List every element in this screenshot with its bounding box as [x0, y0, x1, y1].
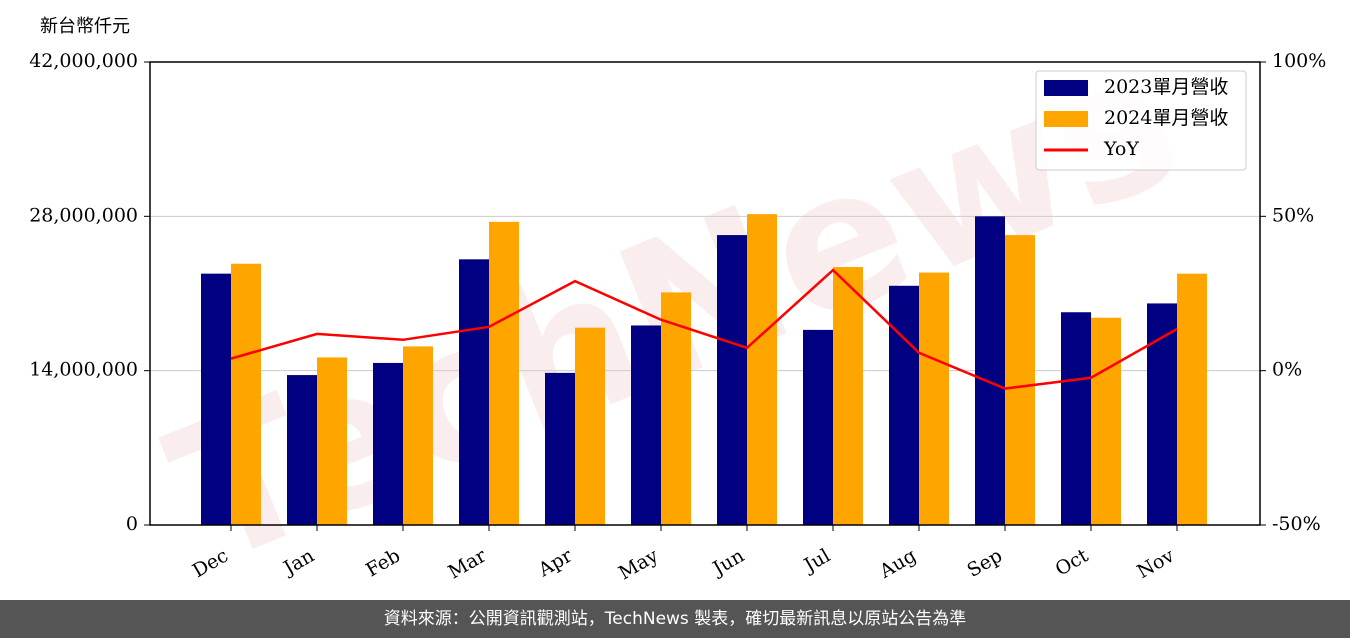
- x-tick-label: May: [615, 544, 662, 584]
- bar: [201, 273, 231, 525]
- legend-label: YoY: [1103, 138, 1139, 160]
- bar: [975, 216, 1005, 526]
- legend-box: [1035, 70, 1247, 171]
- line: [230, 268, 1178, 390]
- footer: 資料來源：公開資訊觀測站，TechNews 製表，確切最新訊息以原站公告為準: [0, 600, 1350, 638]
- bar: [545, 372, 575, 525]
- bar: [803, 329, 833, 525]
- bar: [717, 235, 747, 526]
- legend-label: 2024單月營收: [1104, 107, 1228, 129]
- y2-tick-label: 50%: [1272, 204, 1314, 226]
- legend-swatch: [1044, 80, 1088, 96]
- legend-swatch: [1044, 111, 1088, 127]
- bar: [1091, 317, 1121, 525]
- bar: [919, 272, 949, 525]
- bar: [403, 346, 433, 525]
- bar: [889, 285, 919, 525]
- x-tick-label: Apr: [534, 544, 577, 581]
- bar: [747, 214, 777, 525]
- y-tick-label: 42,000,000: [29, 50, 138, 72]
- bar: [317, 357, 347, 525]
- x-tick-label: Nov: [1133, 544, 1178, 583]
- x-tick-label: Aug: [875, 545, 920, 584]
- x-tick-label: Sep: [963, 545, 1006, 582]
- bar: [631, 325, 661, 525]
- y-unit-label: 新台幣仟元: [40, 16, 130, 37]
- bar: [1177, 273, 1207, 525]
- bar: [459, 259, 489, 525]
- bar: [661, 292, 691, 525]
- y2-tick-label: -50%: [1272, 513, 1321, 535]
- legend-label: 2023單月營收: [1104, 76, 1228, 98]
- x-tick-label: Oct: [1052, 544, 1093, 580]
- bar: [575, 327, 605, 525]
- plot-frame: [149, 61, 1261, 526]
- y2-tick-label: 100%: [1272, 50, 1326, 72]
- y-tick-label: 14,000,000: [29, 359, 138, 381]
- bar: [833, 267, 863, 525]
- bar: [1005, 235, 1035, 526]
- bar: [373, 362, 403, 525]
- x-tick-label: Mar: [444, 544, 490, 583]
- bar: [1147, 303, 1177, 525]
- bar: [1061, 312, 1091, 525]
- bar: [489, 221, 519, 525]
- chart: 新台幣仟元 TechNews 014,000,00028,000,00042,0…: [29, 7, 1326, 600]
- y-tick-label: 28,000,000: [29, 204, 138, 226]
- y-tick-label: 0: [126, 513, 138, 535]
- y2-tick-label: 0%: [1272, 359, 1302, 381]
- x-tick-label: Jul: [799, 545, 834, 578]
- bar: [231, 263, 261, 525]
- bar: [287, 375, 317, 525]
- x-tick-label: Jun: [707, 545, 748, 581]
